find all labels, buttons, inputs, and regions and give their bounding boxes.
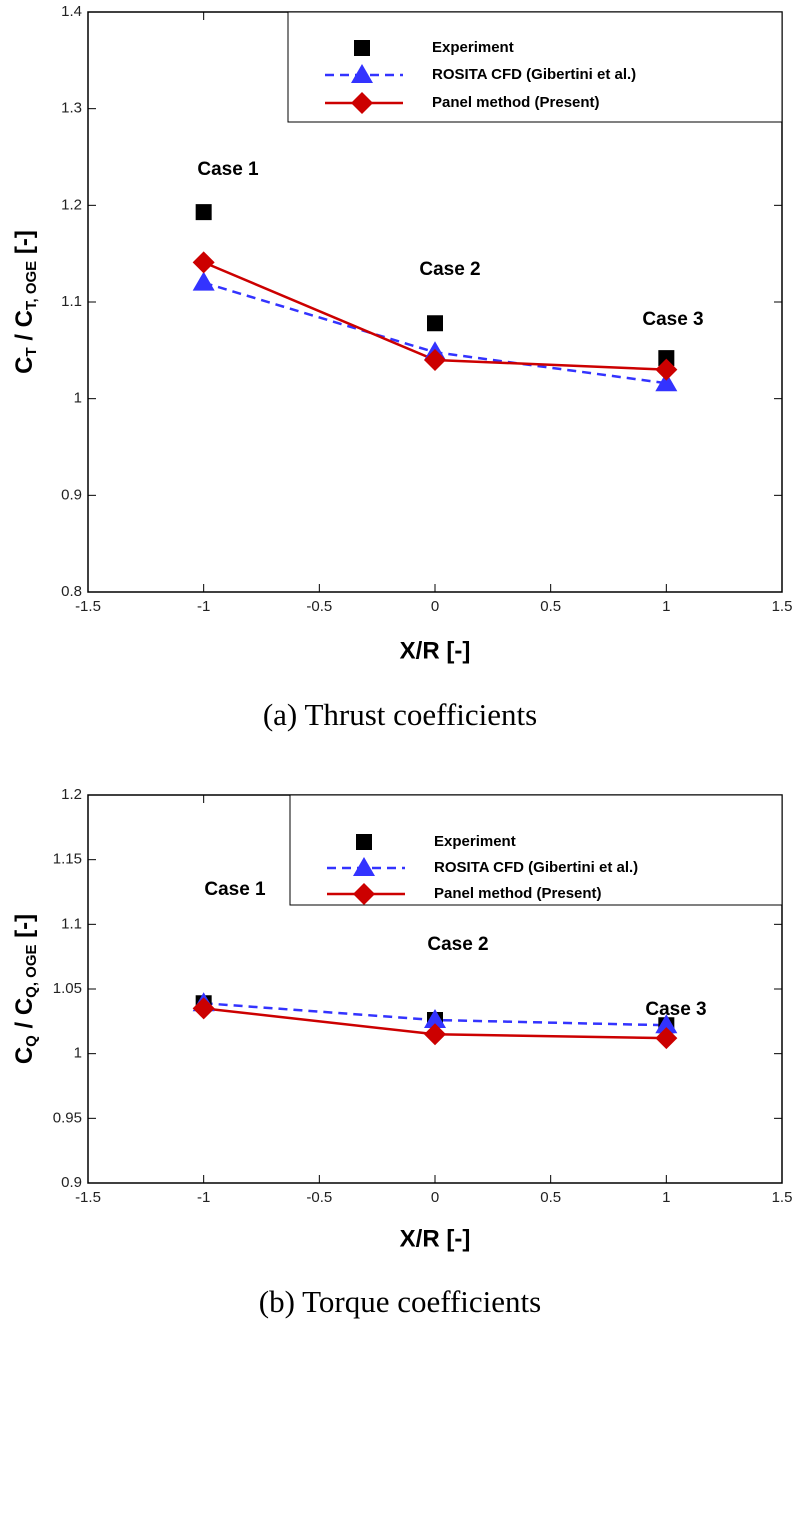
legend-marker [353,857,375,876]
y-tick-label: 1 [74,1045,82,1062]
legend-label: ROSITA CFD (Gibertini et al.) [432,66,636,83]
x-tick-label: -0.5 [306,1189,332,1206]
x-tick-label: 0.5 [540,1189,561,1206]
y-axis-label-part: / C [11,998,38,1035]
marker [655,372,678,392]
caption: (b) Torque coefficients [259,1284,541,1319]
annotation: Case 1 [197,159,259,180]
y-tick-label: 1.05 [53,980,82,997]
y-tick-label: 1.4 [61,3,82,20]
y-tick-label: 1.2 [61,196,82,213]
y-axis-label: CT / CT, OGE [-] [11,230,40,374]
x-tick-label: 1.5 [772,1189,793,1206]
marker [192,997,215,1020]
y-tick-label: 1.2 [61,786,82,803]
x-axis-label: X/R [-] [400,1225,471,1252]
y-axis-label-part: C [11,357,38,374]
y-axis-label: CQ / CQ, OGE [-] [11,914,40,1064]
y-tick-label: 0.8 [61,583,82,600]
marker [655,1027,678,1050]
y-tick-label: 0.9 [61,486,82,503]
annotation: Case 3 [642,309,703,330]
legend-marker [356,834,372,850]
y-axis-label-part: T [23,347,40,356]
y-tick-label: 1.1 [61,915,82,932]
y-tick-label: 0.95 [53,1109,82,1126]
x-tick-label: -1.5 [75,598,101,615]
y-axis-label-part: [-] [11,914,38,945]
marker [192,271,215,291]
legend-label: Experiment [432,39,514,56]
y-axis-label-part: T, OGE [23,261,40,310]
legend-marker [351,92,373,114]
marker [195,204,212,221]
x-tick-label: 0 [431,598,439,615]
legend-marker [354,40,370,56]
y-axis-label-part: Q [23,1035,40,1047]
x-tick-label: 1.5 [772,598,793,615]
caption: (a) Thrust coefficients [263,697,537,732]
y-tick-label: 1 [74,390,82,407]
x-tick-label: -1.5 [75,1189,101,1206]
x-tick-label: 0.5 [540,598,561,615]
y-tick-label: 0.9 [61,1174,82,1191]
annotation: Case 1 [204,879,266,900]
marker [424,1009,446,1029]
annotation: Case 2 [419,259,480,280]
x-tick-label: -0.5 [306,598,332,615]
marker [424,349,446,371]
y-tick-label: 1.3 [61,100,82,117]
legend-label: Panel method (Present) [434,885,602,902]
y-tick-label: 1.1 [61,293,82,310]
x-axis-label: X/R [-] [400,637,471,664]
y-axis-label-part: [-] [11,230,38,261]
marker [427,315,443,332]
y-tick-label: 1.15 [53,851,82,868]
x-tick-label: -1 [197,598,210,615]
marker [658,350,675,367]
marker [655,1014,678,1034]
y-axis-label-part: / C [11,310,38,347]
x-tick-label: 1 [662,598,670,615]
annotation: Case 2 [427,934,488,955]
legend-marker [353,883,375,905]
marker [192,251,215,274]
marker [424,1023,446,1046]
legend-label: Experiment [434,833,516,850]
legend-label: Panel method (Present) [432,94,600,111]
legend-marker [351,64,373,83]
x-tick-label: 0 [431,1189,439,1206]
y-axis-label-part: C [11,1047,38,1064]
x-tick-label: -1 [197,1189,210,1206]
annotation: Case 3 [645,999,706,1020]
marker [655,358,678,381]
x-tick-label: 1 [662,1189,670,1206]
legend-label: ROSITA CFD (Gibertini et al.) [434,859,638,876]
y-axis-label-part: Q, OGE [23,944,40,997]
